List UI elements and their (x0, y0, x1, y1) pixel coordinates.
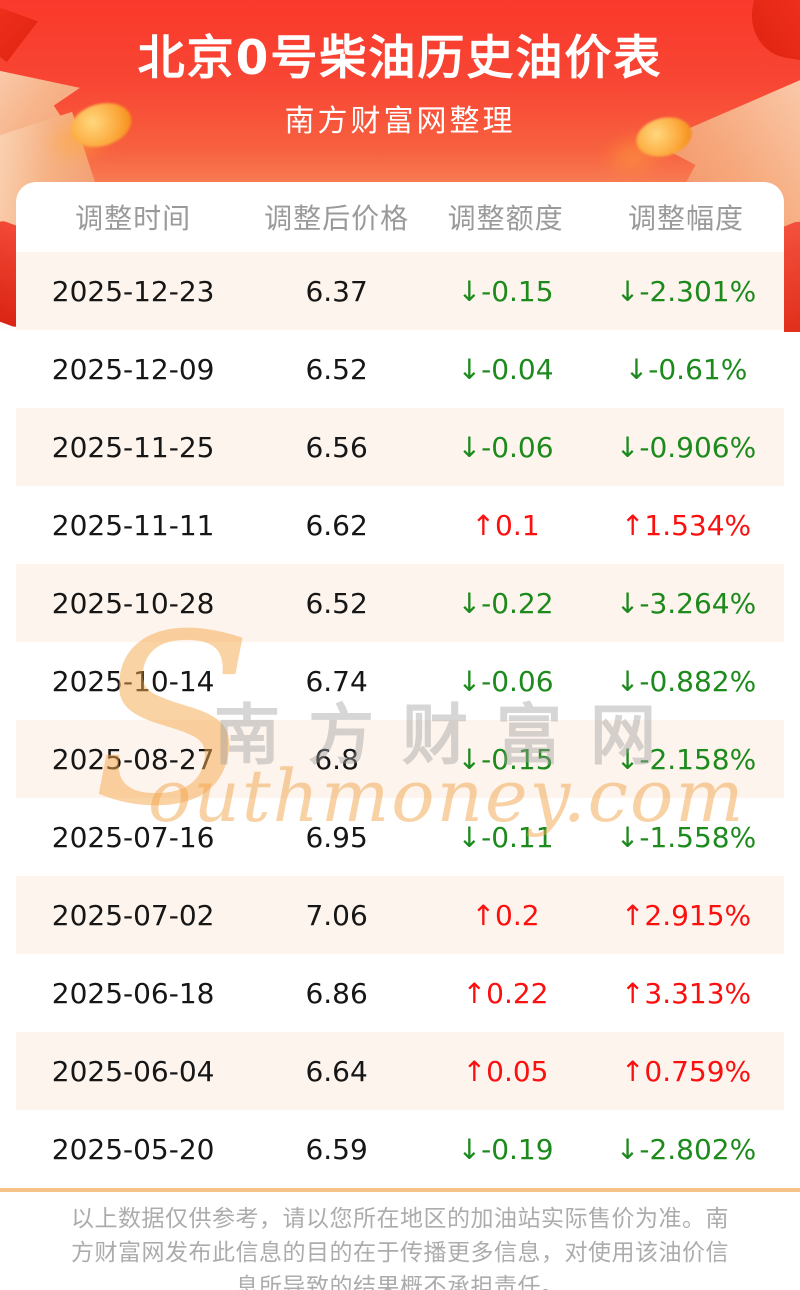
table-row: 2025-11-11 6.62 ↑0.1 ↑1.534% (16, 486, 784, 564)
price-cell: 6.95 (305, 820, 368, 854)
price-cell: 7.06 (305, 898, 368, 932)
adjust-date-cell: 2025-10-14 (51, 664, 215, 698)
price-cell: 6.74 (305, 664, 368, 698)
change-amount-cell: ↓-0.15 (457, 742, 554, 776)
table-row: 2025-11-25 6.56 ↓-0.06 ↓-0.906% (16, 408, 784, 486)
table-row: 2025-06-18 6.86 ↑0.22 ↑3.313% (16, 954, 784, 1032)
price-cell: 6.59 (305, 1132, 368, 1166)
price-cell: 6.37 (305, 274, 368, 308)
table-row: 2025-08-27 6.8 ↓-0.15 ↓-2.158% (16, 720, 784, 798)
change-amount-cell: ↓-0.06 (457, 664, 554, 698)
change-percent-cell: ↑1.534% (620, 508, 752, 542)
adjust-date-cell: 2025-12-09 (51, 352, 215, 386)
change-percent-cell: ↓-1.558% (615, 820, 757, 854)
table-row: 2025-07-02 7.06 ↑0.2 ↑2.915% (16, 876, 784, 954)
table-row: 2025-05-20 6.59 ↓-0.19 ↓-2.802% (16, 1110, 784, 1188)
adjust-date-cell: 2025-07-02 (51, 898, 215, 932)
change-amount-cell: ↑0.05 (462, 1054, 549, 1088)
change-percent-cell: ↓-2.158% (615, 742, 757, 776)
change-amount-cell: ↑0.22 (462, 976, 549, 1010)
price-cell: 6.52 (305, 586, 368, 620)
adjust-date-cell: 2025-10-28 (51, 586, 215, 620)
change-amount-cell: ↓-0.11 (457, 820, 554, 854)
price-table-card: 调整时间 调整后价格 调整额度 调整幅度 2025-12-23 6.37 ↓-0… (16, 182, 784, 1188)
adjust-date-cell: 2025-11-25 (51, 430, 215, 464)
column-header-adjust-time: 调整时间 (75, 202, 192, 235)
change-amount-cell: ↑0.1 (471, 508, 540, 542)
column-header-adjust-amount: 调整额度 (447, 202, 564, 235)
change-percent-cell: ↑0.759% (620, 1054, 752, 1088)
table-row: 2025-12-23 6.37 ↓-0.15 ↓-2.301% (16, 252, 784, 330)
table-row: 2025-07-16 6.95 ↓-0.11 ↓-1.558% (16, 798, 784, 876)
change-percent-cell: ↓-3.264% (615, 586, 757, 620)
change-amount-cell: ↓-0.04 (457, 352, 554, 386)
column-header-adjust-range: 调整幅度 (628, 202, 745, 235)
change-percent-cell: ↑3.313% (620, 976, 752, 1010)
adjust-date-cell: 2025-12-23 (51, 274, 215, 308)
change-amount-cell: ↑0.2 (471, 898, 540, 932)
change-percent-cell: ↓-2.301% (615, 274, 757, 308)
change-percent-cell: ↓-0.882% (615, 664, 757, 698)
table-row: 2025-12-09 6.52 ↓-0.04 ↓-0.61% (16, 330, 784, 408)
adjust-date-cell: 2025-06-04 (51, 1054, 215, 1088)
change-amount-cell: ↓-0.15 (457, 274, 554, 308)
price-cell: 6.8 (314, 742, 359, 776)
adjust-date-cell: 2025-11-11 (51, 508, 215, 542)
adjust-date-cell: 2025-06-18 (51, 976, 215, 1010)
change-percent-cell: ↓-0.61% (624, 352, 748, 386)
adjust-date-cell: 2025-08-27 (51, 742, 215, 776)
adjust-date-cell: 2025-05-20 (51, 1132, 215, 1166)
table-row: 2025-10-28 6.52 ↓-0.22 ↓-3.264% (16, 564, 784, 642)
column-header-adjusted-price: 调整后价格 (264, 202, 410, 235)
disclaimer-text: 以上数据仅供参考，请以您所在地区的加油站实际售价为准。南方财富网发布此信息的目的… (71, 1206, 729, 1290)
price-cell: 6.56 (305, 430, 368, 464)
table-body: 2025-12-23 6.37 ↓-0.15 ↓-2.301% 2025-12-… (16, 252, 784, 1188)
change-percent-cell: ↑2.915% (620, 898, 752, 932)
price-cell: 6.64 (305, 1054, 368, 1088)
footer-divider (0, 1188, 800, 1192)
change-amount-cell: ↓-0.22 (457, 586, 554, 620)
price-cell: 6.62 (305, 508, 368, 542)
table-row: 2025-10-14 6.74 ↓-0.06 ↓-0.882% (16, 642, 784, 720)
price-cell: 6.52 (305, 352, 368, 386)
change-amount-cell: ↓-0.19 (457, 1132, 554, 1166)
table-row: 2025-06-04 6.64 ↑0.05 ↑0.759% (16, 1032, 784, 1110)
page-title: 北京0号柴油历史油价表 (137, 31, 663, 86)
table-header-row: 调整时间 调整后价格 调整额度 调整幅度 (16, 182, 784, 252)
price-cell: 6.86 (305, 976, 368, 1010)
change-amount-cell: ↓-0.06 (457, 430, 554, 464)
change-percent-cell: ↓-2.802% (615, 1132, 757, 1166)
adjust-date-cell: 2025-07-16 (51, 820, 215, 854)
change-percent-cell: ↓-0.906% (615, 430, 757, 464)
page-subtitle: 南方财富网整理 (284, 104, 516, 139)
